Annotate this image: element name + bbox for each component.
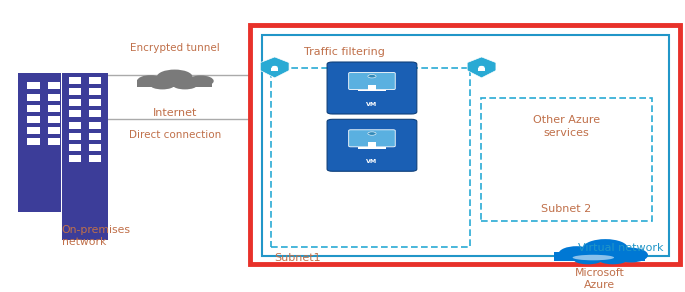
- Bar: [68, 110, 81, 117]
- Bar: [68, 121, 81, 128]
- Bar: [62, 73, 108, 240]
- Text: On-premises
network: On-premises network: [62, 225, 131, 246]
- Ellipse shape: [271, 66, 278, 69]
- Ellipse shape: [368, 132, 376, 135]
- Bar: [89, 155, 101, 162]
- Bar: [27, 82, 40, 89]
- Text: Direct connection: Direct connection: [129, 130, 221, 140]
- Ellipse shape: [599, 255, 627, 264]
- Bar: [89, 99, 101, 106]
- Bar: [48, 105, 60, 112]
- Bar: [89, 133, 101, 140]
- Ellipse shape: [150, 81, 174, 89]
- Ellipse shape: [614, 248, 648, 263]
- Bar: [68, 99, 81, 106]
- Text: Internet: Internet: [153, 107, 197, 118]
- Bar: [68, 155, 81, 162]
- Bar: [68, 133, 81, 140]
- FancyBboxPatch shape: [349, 130, 395, 147]
- Bar: [48, 94, 60, 100]
- Bar: [554, 252, 645, 261]
- Ellipse shape: [368, 74, 376, 78]
- Bar: [89, 144, 101, 151]
- Bar: [478, 68, 485, 71]
- Ellipse shape: [574, 255, 602, 264]
- Bar: [27, 94, 40, 100]
- Bar: [89, 110, 101, 117]
- Ellipse shape: [573, 255, 614, 260]
- Bar: [27, 138, 40, 145]
- Text: Microsoft
Azure: Microsoft Azure: [575, 268, 624, 290]
- Ellipse shape: [157, 69, 192, 84]
- Text: Subnet 2: Subnet 2: [541, 204, 592, 214]
- Bar: [27, 127, 40, 134]
- Bar: [137, 80, 212, 87]
- Bar: [68, 88, 81, 95]
- Bar: [271, 68, 470, 247]
- Bar: [89, 77, 101, 84]
- Bar: [368, 142, 376, 148]
- Bar: [48, 127, 60, 134]
- FancyBboxPatch shape: [327, 62, 416, 114]
- Bar: [250, 25, 680, 264]
- Ellipse shape: [137, 75, 164, 87]
- Text: Other Azure
services: Other Azure services: [533, 114, 600, 138]
- Bar: [27, 105, 40, 112]
- Ellipse shape: [583, 239, 628, 258]
- Bar: [481, 98, 652, 221]
- Bar: [18, 73, 61, 212]
- Ellipse shape: [188, 75, 214, 87]
- Text: Encrypted tunnel: Encrypted tunnel: [129, 43, 220, 53]
- Ellipse shape: [173, 81, 197, 89]
- Ellipse shape: [559, 246, 595, 261]
- Bar: [48, 82, 60, 89]
- Bar: [358, 90, 386, 91]
- FancyBboxPatch shape: [349, 72, 395, 90]
- Text: VM: VM: [366, 102, 377, 107]
- Bar: [358, 147, 386, 149]
- Bar: [68, 144, 81, 151]
- Text: VM: VM: [366, 159, 377, 164]
- Polygon shape: [260, 57, 289, 78]
- Bar: [89, 88, 101, 95]
- Ellipse shape: [478, 66, 484, 69]
- Bar: [68, 77, 81, 84]
- Bar: [271, 68, 278, 71]
- Text: Virtual network: Virtual network: [577, 243, 663, 253]
- Text: Subnet1: Subnet1: [275, 253, 321, 263]
- Bar: [368, 85, 376, 91]
- Polygon shape: [467, 57, 496, 78]
- Bar: [48, 138, 60, 145]
- FancyBboxPatch shape: [327, 119, 416, 171]
- Bar: [27, 116, 40, 123]
- Text: Traffic filtering: Traffic filtering: [304, 47, 385, 57]
- Bar: [89, 121, 101, 128]
- Bar: [262, 35, 669, 256]
- Bar: [48, 116, 60, 123]
